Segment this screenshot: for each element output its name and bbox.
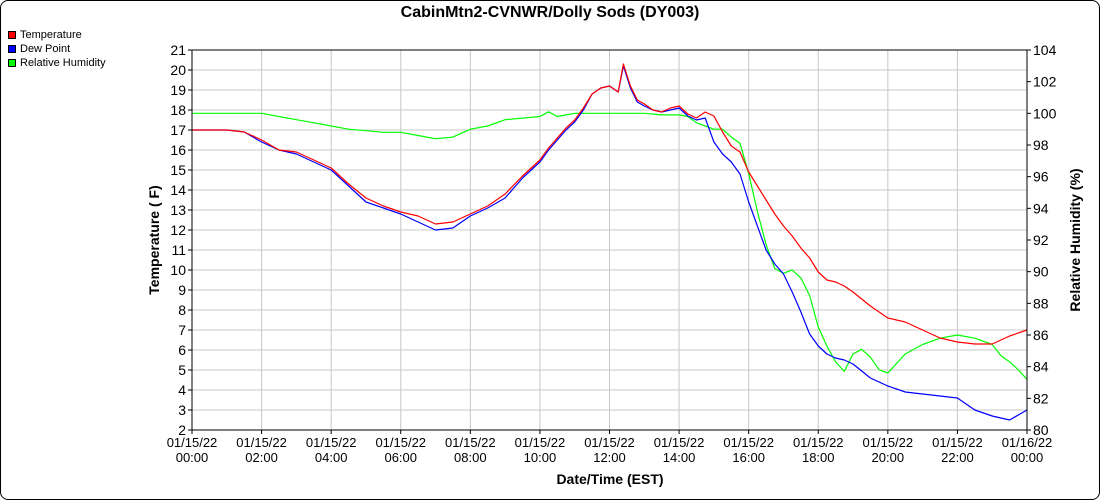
legend-swatch-dew-point: [8, 45, 16, 53]
x-axis-label: Date/Time (EST): [556, 471, 663, 487]
y-tick-label-right: 104: [1033, 42, 1057, 58]
y-tick-label-left: 16: [170, 142, 186, 158]
legend-label-relative-humidity: Relative Humidity: [20, 57, 106, 69]
axes: 2 3 4 5 6 7 8 9 10 11 12 13 14 15 16 17 18 19 20 21 80 82 84 86…: [167, 42, 1057, 465]
x-tick-label-date: 01/15/22: [236, 435, 287, 450]
series-line-relative-humidity: [192, 111, 1028, 380]
x-tick-label-date: 01/15/22: [515, 435, 566, 450]
y-tick-label-left: 4: [178, 382, 186, 398]
legend-item-dew-point: Dew Point: [8, 42, 106, 56]
x-tick-label-date: 01/15/22: [445, 435, 496, 450]
y-tick-label-left: 10: [170, 262, 186, 278]
x-tick-label-date: 01/15/22: [584, 435, 635, 450]
y-tick-label-right: 100: [1033, 105, 1057, 121]
x-tick-label-date: 01/15/22: [306, 435, 357, 450]
x-tick-label-time: 12:00: [593, 450, 626, 465]
x-tick-label-date: 01/15/22: [654, 435, 705, 450]
y-tick-label-right: 88: [1033, 295, 1049, 311]
legend-item-temperature: Temperature: [8, 28, 106, 42]
series-lines: [192, 63, 1028, 421]
y-tick-label-right: 82: [1033, 390, 1049, 406]
y-tick-label-left: 18: [170, 102, 186, 118]
chart-title: CabinMtn2-CVNWR/Dolly Sods (DY003): [400, 4, 700, 21]
y-tick-label-left: 6: [178, 342, 186, 358]
x-tick-label-time: 18:00: [802, 450, 835, 465]
y-tick-label-left: 8: [178, 302, 186, 318]
series-line-temperature: [192, 63, 1028, 345]
x-tick-label-time: 16:00: [732, 450, 765, 465]
y-tick-label-left: 20: [170, 62, 186, 78]
x-tick-label-time: 14:00: [663, 450, 696, 465]
y-tick-label-left: 15: [170, 162, 186, 178]
y-tick-label-right: 94: [1033, 200, 1049, 216]
y-tick-label-right: 98: [1033, 137, 1049, 153]
x-tick-label-date: 01/15/22: [863, 435, 914, 450]
x-tick-label-date: 01/15/22: [723, 435, 774, 450]
y-tick-label-right: 86: [1033, 327, 1049, 343]
y-tick-label-right: 92: [1033, 232, 1049, 248]
y-tick-label-left: 7: [178, 322, 186, 338]
y-tick-label-left: 2: [178, 422, 186, 438]
x-tick-label-date: 01/15/22: [167, 435, 218, 450]
chart-legend: Temperature Dew Point Relative Humidity: [8, 28, 106, 70]
x-tick-label-time: 02:00: [245, 450, 278, 465]
plot-area-border: [191, 49, 1028, 431]
series-line-dew-point: [192, 65, 1028, 421]
x-tick-label-date: 01/15/22: [932, 435, 983, 450]
x-tick-label-time: 08:00: [454, 450, 487, 465]
legend-swatch-temperature: [8, 31, 16, 39]
x-tick-label-date: 01/16/22: [1002, 435, 1053, 450]
y-tick-label-left: 3: [178, 402, 186, 418]
y-tick-label-left: 12: [170, 222, 186, 238]
x-tick-label-time: 06:00: [384, 450, 417, 465]
legend-swatch-relative-humidity: [8, 59, 16, 67]
grid: [191, 49, 1028, 431]
y-tick-label-right: 90: [1033, 264, 1049, 280]
legend-label-temperature: Temperature: [20, 29, 82, 41]
x-tick-label-time: 10:00: [524, 450, 557, 465]
y-tick-label-right: 80: [1033, 422, 1049, 438]
y-axis-label-left: Temperature ( F): [146, 185, 162, 294]
x-tick-label-date: 01/15/22: [793, 435, 844, 450]
y-tick-label-left: 13: [170, 202, 186, 218]
y-tick-label-right: 102: [1033, 74, 1057, 90]
y-axis-label-right: Relative Humidity (%): [1067, 168, 1083, 311]
y-tick-label-left: 14: [170, 182, 186, 198]
y-tick-label-right: 84: [1033, 359, 1049, 375]
legend-label-dew-point: Dew Point: [20, 43, 71, 55]
y-tick-label-right: 96: [1033, 169, 1049, 185]
x-tick-label-time: 20:00: [872, 450, 905, 465]
y-tick-label-left: 9: [178, 282, 186, 298]
x-tick-label-time: 00:00: [1011, 450, 1044, 465]
x-tick-label-time: 04:00: [315, 450, 348, 465]
legend-item-relative-humidity: Relative Humidity: [8, 56, 106, 70]
y-tick-label-left: 19: [170, 82, 186, 98]
y-tick-label-left: 5: [178, 362, 186, 378]
y-tick-label-left: 17: [170, 122, 186, 138]
y-tick-label-left: 11: [171, 242, 186, 258]
x-tick-label-time: 00:00: [176, 450, 209, 465]
y-tick-label-left: 21: [170, 42, 186, 58]
x-tick-label-date: 01/15/22: [375, 435, 426, 450]
x-tick-label-time: 22:00: [941, 450, 974, 465]
